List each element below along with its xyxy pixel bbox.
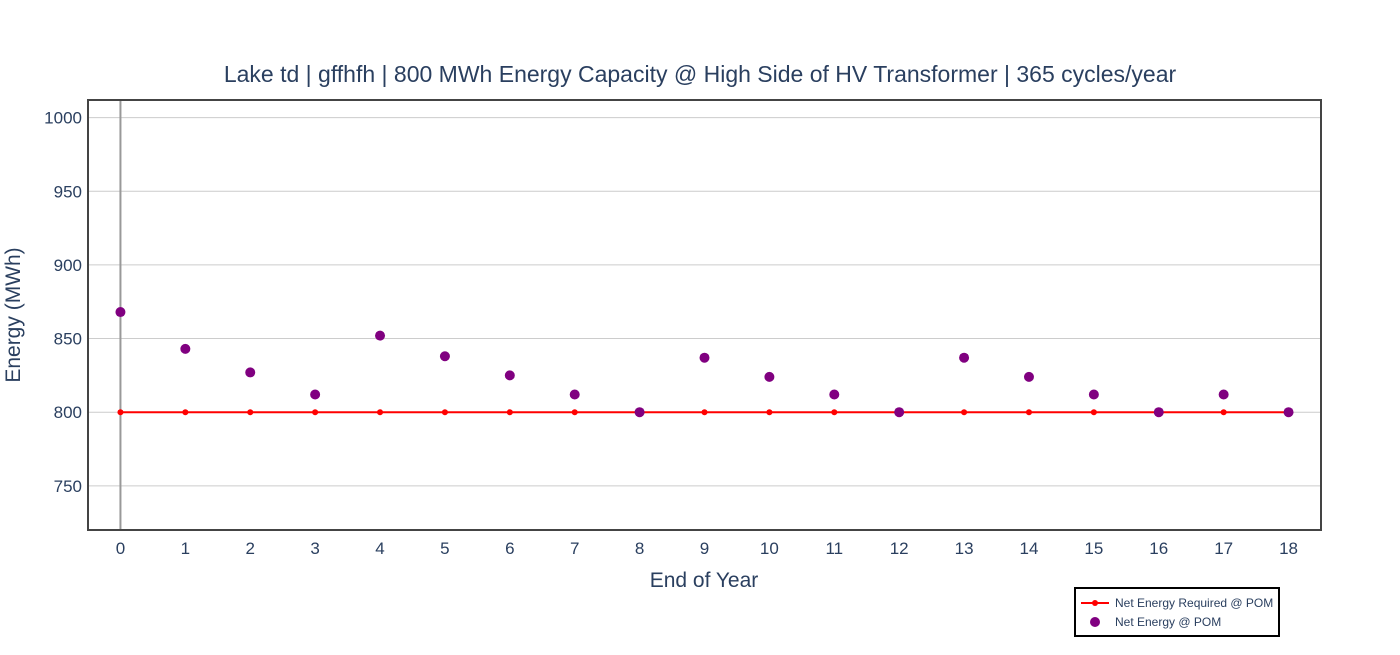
point-net-energy bbox=[699, 352, 710, 363]
y-axis-label: Energy (MWh) bbox=[2, 247, 25, 382]
point-net-energy bbox=[504, 370, 515, 381]
point-net-energy-required bbox=[1090, 409, 1097, 416]
point-net-energy-required bbox=[312, 409, 319, 416]
x-tick-label: 4 bbox=[375, 539, 384, 558]
x-tick-label: 3 bbox=[310, 539, 319, 558]
point-net-energy bbox=[634, 407, 645, 418]
point-net-energy-required bbox=[1025, 409, 1032, 416]
point-net-energy-required bbox=[377, 409, 384, 416]
point-net-energy bbox=[245, 367, 256, 378]
y-axis-ticks: 750 800 850 900 950 1000 bbox=[44, 109, 82, 496]
x-tick-label: 11 bbox=[825, 539, 843, 558]
point-net-energy bbox=[569, 389, 580, 400]
point-net-energy bbox=[115, 307, 126, 318]
point-net-energy bbox=[439, 351, 450, 362]
point-net-energy bbox=[1153, 407, 1164, 418]
x-tick-label: 18 bbox=[1279, 539, 1298, 558]
point-net-energy bbox=[1283, 407, 1294, 418]
x-tick-label: 9 bbox=[700, 539, 709, 558]
point-net-energy-required bbox=[117, 409, 124, 416]
point-net-energy bbox=[1218, 389, 1229, 400]
x-tick-label: 2 bbox=[246, 539, 255, 558]
point-net-energy-required bbox=[961, 409, 968, 416]
x-axis-ticks: 0 1 2 3 4 5 6 7 8 9 10 11 12 13 14 15 16 17 18 bbox=[116, 539, 1298, 558]
point-net-energy bbox=[894, 407, 905, 418]
legend[interactable]: Net Energy Required @ POM Net Energy @ P… bbox=[1074, 587, 1280, 637]
x-tick-label: 8 bbox=[635, 539, 644, 558]
x-tick-label: 15 bbox=[1084, 539, 1103, 558]
x-tick-label: 16 bbox=[1149, 539, 1168, 558]
x-tick-label: 10 bbox=[760, 539, 779, 558]
point-net-energy-required bbox=[701, 409, 708, 416]
plot-series bbox=[115, 307, 1294, 418]
plot-frame bbox=[87, 99, 1322, 531]
x-tick-label: 17 bbox=[1214, 539, 1233, 558]
y-tick-label: 850 bbox=[54, 330, 82, 349]
y-tick-label: 1000 bbox=[44, 109, 82, 128]
point-net-energy-required bbox=[506, 409, 513, 416]
point-net-energy bbox=[959, 352, 970, 363]
x-tick-label: 1 bbox=[181, 539, 190, 558]
x-tick-label: 7 bbox=[570, 539, 579, 558]
point-net-energy-required bbox=[182, 409, 189, 416]
point-net-energy-required bbox=[831, 409, 838, 416]
point-net-energy bbox=[310, 389, 321, 400]
chart-title: Lake td | gffhfh | 800 MWh Energy Capaci… bbox=[224, 61, 1177, 87]
x-tick-label: 5 bbox=[440, 539, 449, 558]
point-net-energy bbox=[180, 343, 191, 354]
point-net-energy-required bbox=[441, 409, 448, 416]
y-tick-label: 800 bbox=[54, 403, 82, 422]
x-tick-label: 0 bbox=[116, 539, 125, 558]
y-tick-label: 950 bbox=[54, 182, 82, 201]
point-net-energy-required bbox=[1220, 409, 1227, 416]
y-tick-label: 900 bbox=[54, 256, 82, 275]
x-tick-label: 14 bbox=[1020, 539, 1039, 558]
point-net-energy bbox=[829, 389, 840, 400]
x-tick-label: 13 bbox=[955, 539, 974, 558]
point-net-energy bbox=[764, 371, 775, 382]
point-net-energy-required bbox=[766, 409, 773, 416]
legend-box bbox=[1074, 587, 1280, 637]
legend-line-marker bbox=[1092, 600, 1098, 606]
x-axis-label: End of Year bbox=[650, 569, 759, 592]
legend-label-energy: Net Energy @ POM bbox=[1115, 615, 1221, 629]
point-net-energy bbox=[1023, 371, 1034, 382]
point-net-energy bbox=[375, 330, 386, 341]
point-net-energy-required bbox=[571, 409, 578, 416]
legend-marker-swatch bbox=[1090, 617, 1100, 627]
y-tick-label: 750 bbox=[54, 477, 82, 496]
point-net-energy-required bbox=[247, 409, 254, 416]
point-net-energy bbox=[1088, 389, 1099, 400]
x-tick-label: 12 bbox=[890, 539, 909, 558]
legend-label-required: Net Energy Required @ POM bbox=[1115, 596, 1273, 610]
grid-lines bbox=[88, 117, 1321, 487]
x-tick-label: 6 bbox=[505, 539, 514, 558]
